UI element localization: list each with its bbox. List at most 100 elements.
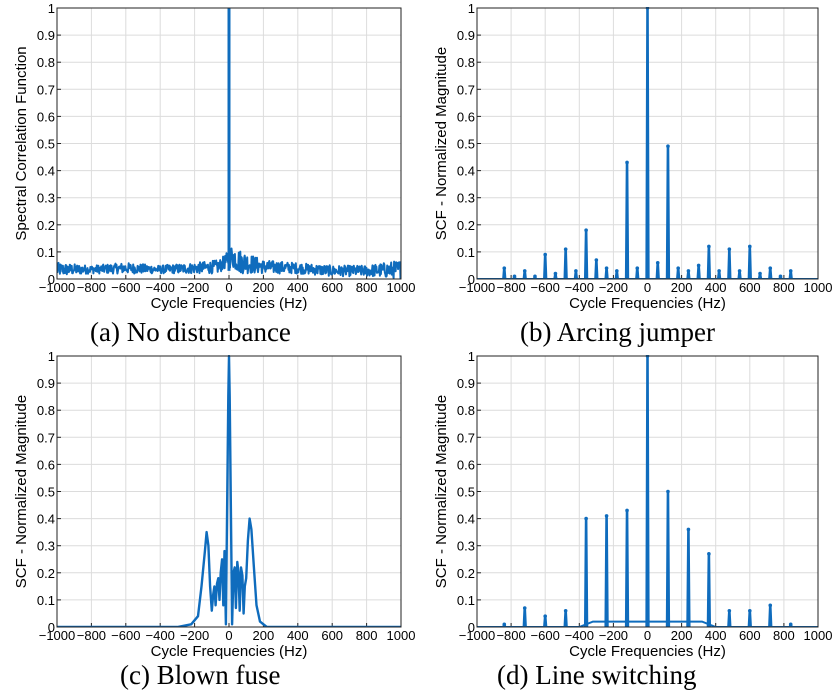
spike-tip bbox=[778, 274, 783, 279]
spike-mark bbox=[665, 144, 671, 279]
x-tick-label: −1000 bbox=[39, 280, 76, 295]
x-tick-label: −1000 bbox=[459, 280, 496, 295]
spike-tip bbox=[522, 269, 527, 273]
spike-mark bbox=[522, 606, 527, 627]
y-tick-label: 0.4 bbox=[37, 512, 55, 527]
x-tick-label: 800 bbox=[356, 628, 378, 643]
y-tick-label: 0.6 bbox=[457, 457, 475, 472]
spike-tip bbox=[768, 603, 773, 608]
caption-d: (d) Line switching bbox=[497, 660, 697, 690]
spike-tip bbox=[543, 252, 547, 257]
x-tick-label: 400 bbox=[287, 280, 309, 295]
axes-frame-b bbox=[476, 7, 819, 280]
spike-tip bbox=[604, 266, 609, 270]
x-tick-label: 400 bbox=[705, 280, 727, 295]
x-tick-label: −600 bbox=[111, 280, 140, 295]
x-tick-label: −200 bbox=[599, 280, 628, 295]
spike-mark bbox=[594, 258, 599, 279]
spike-tip bbox=[615, 269, 619, 273]
spike-mark bbox=[645, 7, 650, 279]
x-tick-label: −200 bbox=[180, 280, 209, 295]
spike-mark bbox=[696, 264, 701, 279]
x-tick-label: −600 bbox=[531, 628, 560, 643]
x-tick-label: 400 bbox=[287, 628, 309, 643]
y-tick-label: 0.3 bbox=[37, 539, 55, 554]
spike-mark bbox=[727, 609, 732, 627]
x-tick-label: 600 bbox=[739, 280, 761, 295]
spike-tip bbox=[635, 266, 640, 270]
x-tick-label: 1000 bbox=[387, 628, 416, 643]
y-tick-label: 0.3 bbox=[37, 191, 55, 206]
spike-tip bbox=[666, 489, 670, 494]
x-tick-label: −200 bbox=[180, 628, 209, 643]
y-tick-label: 0.2 bbox=[457, 566, 475, 581]
chart-panel-a: −1000 −800 −600 −400 −200 0 200 400 600 800 1000 0 0… bbox=[13, 1, 415, 312]
x-tick-label: 1000 bbox=[804, 280, 833, 295]
y-tick-label: 0.2 bbox=[457, 218, 475, 233]
spike-mark bbox=[747, 245, 752, 279]
x-tick-label: 200 bbox=[671, 628, 693, 643]
spike-mark bbox=[543, 253, 548, 279]
y-tick-label: 0.6 bbox=[37, 109, 55, 124]
y-tick-label: 0.2 bbox=[37, 566, 55, 581]
x-tick-label: 800 bbox=[773, 628, 795, 643]
spike-tip bbox=[604, 514, 609, 518]
spike-tip bbox=[748, 608, 752, 613]
spike-tip bbox=[625, 160, 629, 165]
chart-panel-c: −1000 −800 −600 −400 −200 0 200 400 600 800 1000 0 0… bbox=[13, 349, 415, 660]
spike-tip bbox=[788, 622, 793, 627]
x-tick-label: 0 bbox=[644, 628, 651, 643]
spike-tip bbox=[543, 614, 547, 618]
spike-tip bbox=[758, 271, 762, 276]
spike-mark bbox=[583, 517, 589, 627]
y-tick-label: 0.4 bbox=[457, 164, 475, 179]
y-tick-label: 0.6 bbox=[37, 457, 55, 472]
x-tick-label: 600 bbox=[321, 628, 343, 643]
y-tick-label: 0.9 bbox=[37, 376, 55, 391]
x-tick-label: −800 bbox=[77, 280, 106, 295]
x-tick-label: 400 bbox=[705, 628, 727, 643]
x-axis-label-a: Cycle Frequencies (Hz) bbox=[151, 295, 308, 312]
y-tick-label: 0.5 bbox=[37, 137, 55, 152]
y-tick-label: 0 bbox=[48, 272, 55, 287]
x-tick-label: 0 bbox=[644, 280, 651, 295]
y-tick-label: 0.4 bbox=[37, 164, 55, 179]
y-tick-label: 0.8 bbox=[457, 55, 475, 70]
spike-tip bbox=[768, 266, 773, 270]
x-tick-label: 600 bbox=[321, 280, 343, 295]
y-axis-label-d: SCF - Normalized Magnitude bbox=[433, 395, 450, 588]
x-tick-label: −600 bbox=[111, 628, 140, 643]
spike-tip bbox=[737, 269, 742, 273]
spike-mark bbox=[706, 245, 712, 279]
y-tick-label: 0.4 bbox=[457, 512, 475, 527]
series-group-b bbox=[477, 7, 818, 279]
x-tick-label: −1000 bbox=[39, 628, 76, 643]
spike-tip bbox=[788, 269, 793, 273]
x-tick-label: −1000 bbox=[459, 628, 496, 643]
x-tick-label: −200 bbox=[599, 628, 628, 643]
chart-panel-d: −1000 −800 −600 −400 −200 0 200 400 600 800 1000 0 0… bbox=[433, 349, 832, 660]
y-tick-label: 0.5 bbox=[457, 485, 475, 500]
spike-tip bbox=[502, 622, 507, 627]
spike-mark bbox=[624, 161, 630, 279]
x-tick-label: −800 bbox=[496, 280, 525, 295]
y-tick-label: 0.7 bbox=[457, 82, 475, 97]
y-tick-label: 0 bbox=[468, 272, 475, 287]
x-tick-label: −600 bbox=[531, 280, 560, 295]
spike-mark bbox=[665, 490, 671, 627]
y-tick-label: 0.8 bbox=[37, 55, 55, 70]
spike-tip bbox=[666, 144, 670, 149]
y-tick-label: 0.8 bbox=[37, 403, 55, 418]
series-group-a bbox=[57, 8, 401, 279]
axes-frame-c bbox=[56, 355, 402, 628]
x-tick-label: 600 bbox=[739, 628, 761, 643]
spike-tip bbox=[563, 608, 568, 613]
spike-mark bbox=[645, 355, 650, 627]
spike-tip bbox=[563, 247, 568, 251]
y-tick-label: 0.7 bbox=[457, 430, 475, 445]
x-tick-label: 1000 bbox=[387, 280, 416, 295]
spike-tip bbox=[584, 228, 588, 233]
y-tick-label: 1 bbox=[48, 1, 55, 16]
spike-mark bbox=[706, 552, 712, 627]
